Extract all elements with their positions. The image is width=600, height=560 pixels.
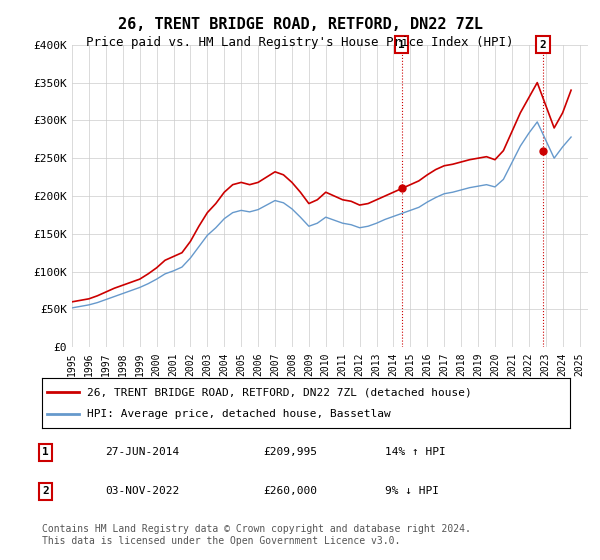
Text: 27-JUN-2014: 27-JUN-2014	[106, 447, 179, 457]
Text: 03-NOV-2022: 03-NOV-2022	[106, 487, 179, 496]
Text: 1: 1	[398, 40, 405, 50]
Text: 1: 1	[42, 447, 49, 457]
Text: 14% ↑ HPI: 14% ↑ HPI	[385, 447, 446, 457]
Text: £209,995: £209,995	[264, 447, 318, 457]
Text: 9% ↓ HPI: 9% ↓ HPI	[385, 487, 439, 496]
Text: HPI: Average price, detached house, Bassetlaw: HPI: Average price, detached house, Bass…	[87, 409, 391, 419]
Text: 2: 2	[539, 40, 547, 50]
Text: £260,000: £260,000	[264, 487, 318, 496]
Text: 26, TRENT BRIDGE ROAD, RETFORD, DN22 7ZL: 26, TRENT BRIDGE ROAD, RETFORD, DN22 7ZL	[118, 17, 482, 32]
Text: Contains HM Land Registry data © Crown copyright and database right 2024.
This d: Contains HM Land Registry data © Crown c…	[42, 524, 471, 546]
Text: 2: 2	[42, 487, 49, 496]
Text: Price paid vs. HM Land Registry's House Price Index (HPI): Price paid vs. HM Land Registry's House …	[86, 36, 514, 49]
Text: 26, TRENT BRIDGE ROAD, RETFORD, DN22 7ZL (detached house): 26, TRENT BRIDGE ROAD, RETFORD, DN22 7ZL…	[87, 387, 472, 397]
